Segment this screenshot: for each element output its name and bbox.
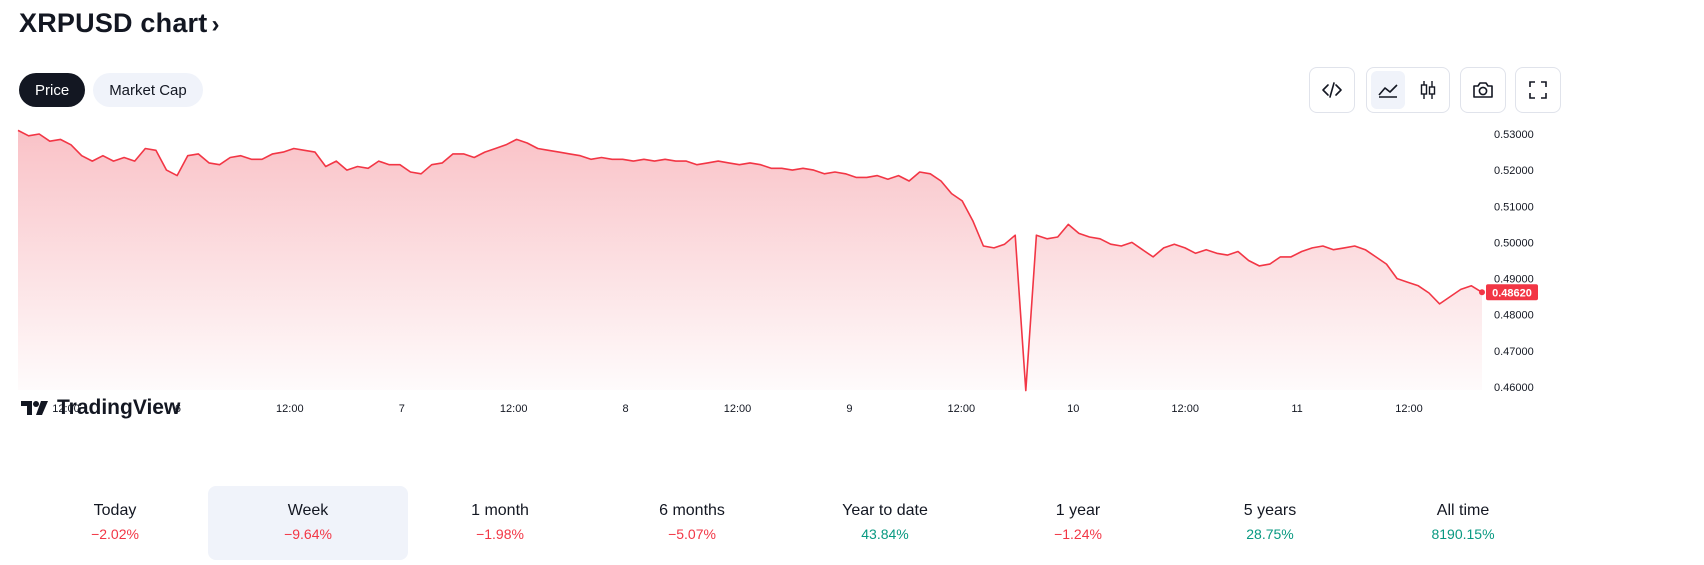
fullscreen-icon (1529, 81, 1547, 99)
x-tick-label: 7 (399, 403, 405, 415)
x-tick-label: 12:00 (52, 403, 80, 415)
price-area-fill (18, 130, 1482, 391)
performance-period-1-year[interactable]: 1 year −1.24% (978, 486, 1178, 560)
y-tick-label: 0.53000 (1494, 129, 1534, 141)
performance-period-5-years[interactable]: 5 years 28.75% (1170, 486, 1370, 560)
x-tick-label: 8 (623, 403, 629, 415)
performance-period-label: All time (1436, 502, 1490, 519)
performance-period-value: −1.24% (1054, 526, 1102, 542)
performance-period-today[interactable]: Today −2.02% (15, 486, 215, 560)
y-tick-label: 0.46000 (1494, 382, 1534, 394)
y-tick-label: 0.49000 (1494, 274, 1534, 286)
area-chart-button[interactable] (1371, 71, 1405, 109)
performance-period-label: Week (287, 502, 329, 519)
x-tick-label: 11 (1291, 403, 1302, 415)
last-price-label: 0.48620 (1492, 287, 1532, 299)
tab-price[interactable]: Price (19, 73, 86, 107)
x-tick-label: 6 (175, 403, 181, 415)
performance-period-label: Year to date (842, 502, 928, 519)
performance-period-all-time[interactable]: All time 8190.15% (1363, 486, 1563, 560)
performance-period-value: −9.64% (284, 526, 332, 542)
performance-period-label: 1 month (471, 502, 529, 519)
performance-period-value: −1.98% (476, 526, 524, 542)
performance-period-week[interactable]: Week −9.64% (208, 486, 408, 560)
performance-period-label: 6 months (659, 502, 725, 519)
y-tick-label: 0.50000 (1494, 237, 1534, 249)
x-tick-label: 12:00 (1395, 403, 1423, 415)
last-price-tag (1486, 284, 1538, 301)
price-chart[interactable]: 0.53000 0.52000 0.51000 0.50000 0.49000 0.480… (0, 125, 1704, 455)
performance-period-label: 5 years (1243, 502, 1297, 519)
x-tick-label: 12:00 (948, 403, 976, 415)
tradingview-logo[interactable]: TradingView (21, 396, 180, 420)
x-tick-label: 12:00 (276, 403, 304, 415)
performance-period-value: 8190.15% (1431, 526, 1495, 542)
x-tick-label: 12:00 (1171, 403, 1199, 415)
performance-period-6-months[interactable]: 6 months −5.07% (592, 486, 792, 560)
performance-period-value: −5.07% (668, 526, 716, 542)
last-price-dot (1479, 289, 1485, 296)
performance-period-value: −2.02% (91, 526, 139, 542)
candlestick-button[interactable] (1411, 71, 1445, 109)
area-chart-icon (1378, 84, 1398, 98)
x-tick-label: 10 (1067, 403, 1079, 415)
screenshot-button[interactable] (1460, 67, 1506, 113)
chart-title-text: XRPUSD chart (19, 8, 208, 38)
fullscreen-button[interactable] (1515, 67, 1561, 113)
y-tick-label: 0.52000 (1494, 165, 1534, 177)
performance-period-label: 1 year (1055, 502, 1101, 519)
y-tick-label: 0.48000 (1494, 310, 1534, 322)
tradingview-logo-icon (21, 401, 48, 415)
x-tick-label: 9 (846, 403, 852, 415)
x-tick-label: 12:00 (724, 403, 752, 415)
performance-row: Today −2.02% Week −9.64% 1 month −1.98% 6 mont… (0, 486, 1704, 560)
performance-period-1-month[interactable]: 1 month −1.98% (400, 486, 600, 560)
chevron-right-icon: › (211, 10, 220, 38)
y-tick-label: 0.51000 (1494, 201, 1534, 213)
candlestick-icon (1420, 81, 1436, 99)
performance-period-year-to-date[interactable]: Year to date 43.84% (785, 486, 985, 560)
price-line (17, 129, 1483, 392)
chart-mode-tabs: Price Market Cap (19, 73, 203, 107)
performance-period-value: 28.75% (1246, 526, 1294, 542)
performance-period-value: 43.84% (861, 526, 909, 542)
performance-period-label: Today (93, 502, 137, 519)
embed-button[interactable] (1309, 67, 1355, 113)
chart-type-switch (1366, 67, 1450, 113)
embed-code-icon (1322, 82, 1342, 98)
y-tick-label: 0.47000 (1494, 346, 1534, 358)
camera-icon (1473, 82, 1493, 98)
x-tick-label: 12:00 (500, 403, 528, 415)
tradingview-logo-text: TradingView (57, 396, 181, 419)
tab-market-cap[interactable]: Market Cap (93, 73, 203, 107)
chart-title[interactable]: XRPUSD chart › (19, 8, 220, 39)
